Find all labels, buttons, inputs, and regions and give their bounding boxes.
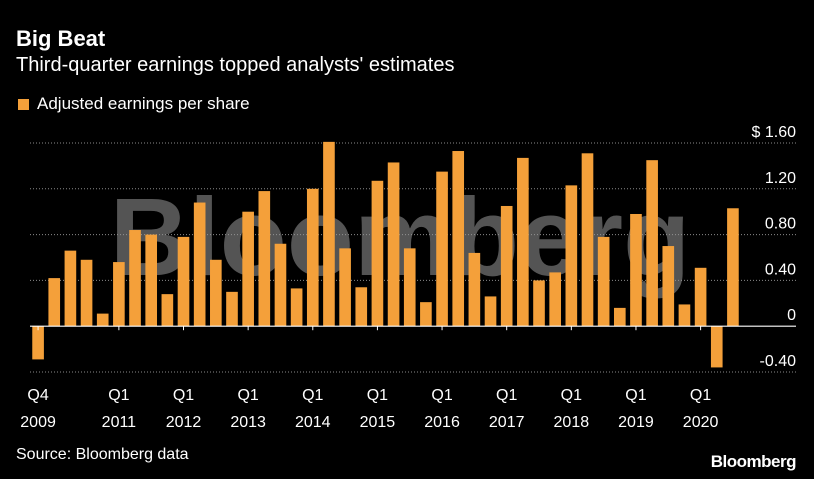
y-tick-label: $ 1.60 (752, 124, 797, 141)
bar (290, 288, 303, 327)
x-tick-label-year: 2013 (230, 414, 266, 431)
x-tick-label-year: 2017 (489, 414, 525, 431)
bar (80, 259, 93, 327)
x-tick-label-quarter: Q1 (302, 387, 323, 404)
x-tick-label-quarter: Q1 (690, 387, 711, 404)
bar (549, 272, 561, 327)
legend-swatch (18, 98, 29, 110)
x-tick-label-year: 2015 (360, 414, 396, 431)
bar (339, 248, 351, 327)
y-axis: $ 1.60 1.20 0.80 0.40 0 -0.40 (752, 124, 797, 370)
bar (678, 304, 691, 327)
bar (565, 185, 578, 327)
bar (581, 153, 594, 327)
x-tick-label-quarter: Q1 (625, 387, 646, 404)
legend-label: Adjusted earnings per share (37, 94, 250, 113)
x-axis: Q4 2009 Q1 2011 Q1 2012 Q1 2013 Q1 2014 Q1 2015 Q1 20… (20, 326, 719, 431)
y-tick-label: 0 (787, 307, 796, 324)
x-tick-label-year: 2020 (683, 414, 719, 431)
y-tick-label: 1.20 (765, 170, 796, 187)
x-tick-label-quarter: Q1 (431, 387, 452, 404)
chart-subtitle: Third-quarter earnings topped analysts' … (16, 54, 455, 76)
bar (96, 313, 109, 327)
bar (145, 234, 158, 327)
bar (484, 296, 497, 327)
bar (630, 213, 642, 327)
bar (210, 259, 222, 327)
y-tick-label: -0.40 (760, 353, 797, 370)
bar (710, 326, 723, 368)
bar (500, 205, 513, 327)
x-tick-label-quarter: Q1 (237, 387, 258, 404)
bars (32, 141, 739, 368)
x-tick-label-quarter: Q1 (108, 387, 129, 404)
bar (48, 278, 61, 327)
bar (32, 326, 44, 360)
bar (646, 160, 658, 327)
bar (355, 287, 368, 327)
x-tick-label-year: 2016 (424, 414, 460, 431)
source-note: Source: Bloomberg data (16, 446, 189, 463)
bar (323, 141, 335, 327)
watermark: Bloomberg (110, 176, 691, 299)
bar (129, 230, 141, 327)
bar (64, 250, 77, 327)
bar (371, 180, 384, 327)
bar (517, 157, 529, 327)
bar (468, 252, 481, 327)
bar (242, 211, 254, 327)
bar (403, 248, 416, 327)
bar (452, 151, 465, 327)
x-tick-label-quarter: Q1 (496, 387, 517, 404)
bar (613, 307, 626, 327)
bar (694, 267, 707, 327)
x-tick-label-year: 2012 (166, 414, 202, 431)
x-tick-label-year: 2014 (295, 414, 331, 431)
x-tick-label-year: 2018 (554, 414, 590, 431)
bar (436, 171, 448, 327)
bar (193, 202, 206, 327)
x-tick-label-year: 2009 (20, 414, 56, 431)
bar (258, 191, 271, 327)
x-tick-label-quarter: Q1 (173, 387, 194, 404)
bar (727, 208, 739, 327)
bar (420, 302, 432, 327)
x-tick-label-year: 2019 (618, 414, 654, 431)
bar (177, 236, 190, 327)
bar (113, 262, 125, 327)
bar (161, 294, 174, 327)
chart-title: Big Beat (16, 26, 106, 51)
y-tick-label: 0.40 (765, 261, 796, 278)
bar (274, 243, 287, 327)
bar (387, 162, 400, 327)
bloomberg-logo: Bloomberg (710, 452, 797, 471)
bar (226, 291, 238, 327)
y-tick-label: 0.80 (765, 216, 796, 233)
bar (597, 236, 610, 327)
legend: Adjusted earnings per share (18, 94, 250, 114)
x-tick-label-quarter: Q1 (561, 387, 582, 404)
bar (533, 280, 545, 327)
bar (306, 188, 319, 327)
x-tick-label-year: 2011 (102, 414, 137, 431)
bar (662, 246, 675, 327)
x-tick-label-quarter: Q4 (27, 387, 48, 404)
x-tick-label-quarter: Q1 (367, 387, 388, 404)
